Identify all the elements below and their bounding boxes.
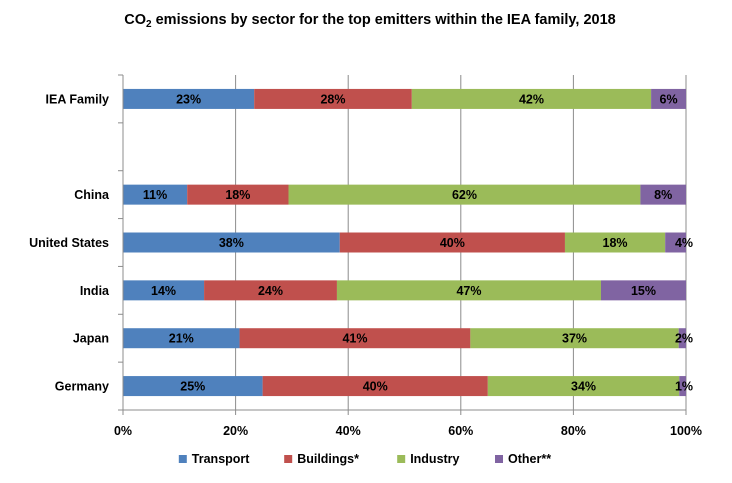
x-tick-label: 20% xyxy=(223,424,248,438)
axes: 0% 20% 40% 60% 80% 100% IEA Family China United … xyxy=(29,74,702,438)
category-label: China xyxy=(74,188,110,202)
data-label: 25% xyxy=(180,380,205,394)
bar-segment xyxy=(679,376,686,397)
data-label: 6% xyxy=(660,92,678,106)
bar-segment xyxy=(678,328,686,349)
data-label: 4% xyxy=(675,236,693,250)
category-label: United States xyxy=(29,236,109,250)
bar-segment xyxy=(665,232,686,253)
bar-segment xyxy=(123,376,263,397)
bar-segment xyxy=(123,184,188,205)
data-label: 2% xyxy=(675,332,693,346)
legend-label: Other** xyxy=(508,452,551,466)
bars: 23% 28% 42% 6% 11% 18% 62% 8% 38% 40% 18% 4% 14% 24% 4… xyxy=(123,88,693,397)
legend-swatch xyxy=(284,455,293,463)
data-label: 15% xyxy=(631,284,656,298)
bar-segment xyxy=(336,280,601,301)
category-label: India xyxy=(80,284,110,298)
x-tick-label: 80% xyxy=(561,424,586,438)
legend-swatch xyxy=(178,455,187,463)
bar-segment xyxy=(262,376,488,397)
x-tick-label: 40% xyxy=(336,424,361,438)
chart-title: CO2 emissions by sector for the top emit… xyxy=(124,12,615,30)
data-label: 11% xyxy=(143,188,167,202)
data-label: 42% xyxy=(519,92,544,106)
bar-segment xyxy=(123,328,240,349)
bar-segment xyxy=(600,280,686,301)
bar-segment xyxy=(123,280,205,301)
data-label: 41% xyxy=(342,332,367,346)
legend-swatch xyxy=(495,455,503,463)
bar-segment xyxy=(239,328,471,349)
bar-segment xyxy=(564,232,666,253)
bar-segment xyxy=(487,376,680,397)
data-label: 37% xyxy=(562,332,587,346)
bar-segment xyxy=(411,88,652,109)
data-label: 47% xyxy=(456,284,481,298)
bar-segment xyxy=(651,88,686,109)
legend-label: Industry xyxy=(410,452,459,466)
bar-segment xyxy=(470,328,679,349)
data-label: 28% xyxy=(320,92,345,106)
legend-label: Transport xyxy=(192,452,250,466)
data-label: 24% xyxy=(258,284,283,298)
bar-segment xyxy=(288,184,641,205)
bar-segment xyxy=(123,232,340,253)
data-label: 8% xyxy=(654,188,672,202)
category-label: Japan xyxy=(73,332,109,346)
x-tick-label: 0% xyxy=(114,424,132,438)
bar-segment xyxy=(640,184,686,205)
category-label: Germany xyxy=(55,380,109,394)
data-label: 1% xyxy=(675,380,693,394)
data-label: 18% xyxy=(603,236,628,250)
data-label: 62% xyxy=(452,188,477,202)
bar-segment xyxy=(204,280,337,301)
data-label: 14% xyxy=(151,284,176,298)
data-label: 23% xyxy=(176,92,201,106)
legend-label: Buildings* xyxy=(297,452,359,466)
category-label: IEA Family xyxy=(46,92,109,106)
data-label: 21% xyxy=(169,332,194,346)
data-label: 40% xyxy=(440,236,465,250)
data-label: 38% xyxy=(219,236,244,250)
bar-segment xyxy=(339,232,565,253)
bar-segment xyxy=(187,184,289,205)
legend: Transport Buildings* Industry Other** xyxy=(178,452,551,466)
bar-segment xyxy=(254,88,412,109)
x-tick-label: 100% xyxy=(670,424,702,438)
legend-swatch xyxy=(397,455,406,463)
data-label: 18% xyxy=(225,188,250,202)
data-label: 40% xyxy=(363,380,388,394)
bar-segment xyxy=(123,88,255,109)
data-label: 34% xyxy=(571,380,596,394)
x-tick-label: 60% xyxy=(448,424,473,438)
